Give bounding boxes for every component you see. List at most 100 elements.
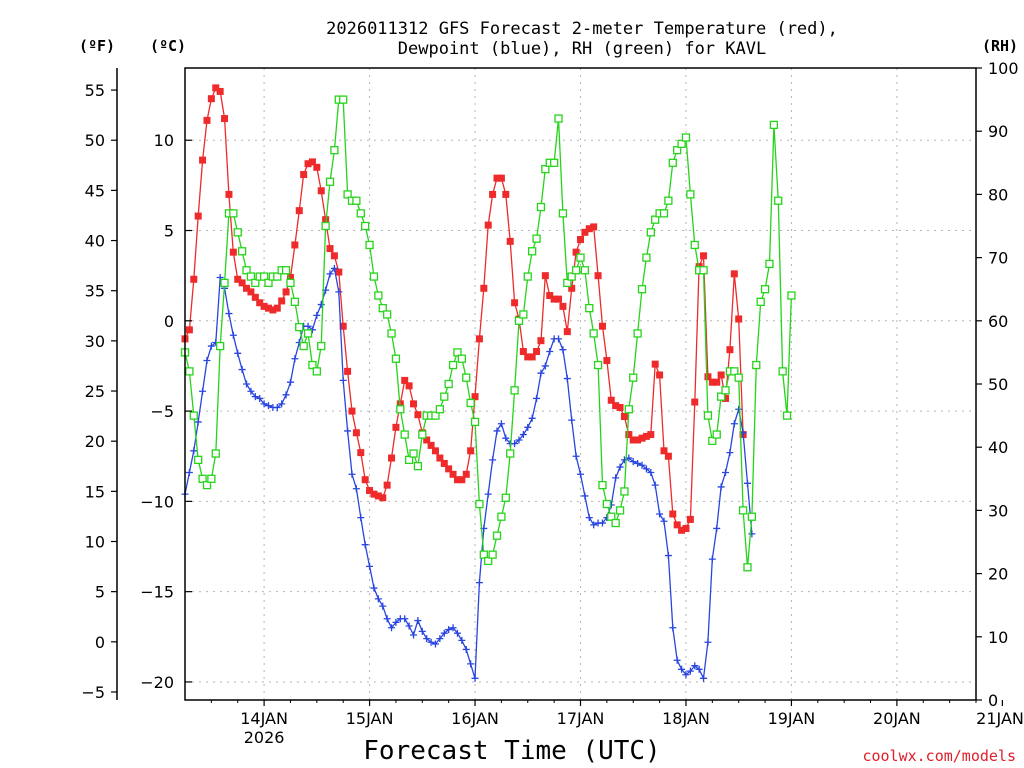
temperature-point [462,470,470,478]
dewpoint-point [185,468,193,476]
rh-point [615,506,625,515]
rh-point [673,146,682,155]
dewpoint-point [735,405,743,413]
temperature-point [427,441,435,449]
dewpoint-point [563,375,571,383]
dewpoint-point [533,394,541,402]
dewpoint-point [484,490,492,498]
dewpoint-point [199,387,207,395]
rh-point [343,190,352,199]
dewpoint-point [352,485,360,493]
time-tick-label: 19JAN [768,709,816,728]
temperature-point [533,347,541,355]
time-tick-label: 17JAN [557,709,605,728]
rh-point [198,474,207,483]
dewpoint-point [528,414,536,422]
rh-point [620,487,629,496]
dewpoint-point [449,624,457,632]
time-tick-label: 21JAN [976,709,1024,728]
rh-point [484,556,493,566]
temperature-point [278,297,286,305]
rh-point [541,164,550,174]
dewpoint-point [475,579,483,587]
temperature-point [348,407,356,415]
dewpoint-point [379,602,387,610]
rh-point [220,278,229,288]
temperature-point [568,284,576,292]
rh-point [611,518,620,528]
credit-label: coolwx.com/models [862,747,1016,765]
dewpoint-point [286,378,294,386]
rh-point [470,417,480,427]
dewpoint-point [673,656,681,664]
rh-point [479,550,488,559]
rh-series [180,95,796,572]
rh-unit-label: (RH) [982,37,1018,55]
dewpoint-point [467,660,475,668]
dewpoint-point [304,322,312,330]
dewpoint-point [335,288,343,296]
temperature-point [190,275,198,283]
rh-point [462,373,471,382]
temperature-point [405,382,413,390]
temperature-point [401,376,409,384]
dewpoint-point [313,311,321,319]
rh-tick-label: 0 [988,691,998,710]
dewpoint-point [234,349,242,357]
dewpoint-point [339,376,347,384]
rh-point [514,316,524,325]
temperature-point [366,487,374,495]
dewpoint-point [497,420,505,428]
rh-point [290,297,300,306]
dewpoint-point [577,470,584,478]
temperature-point [300,171,308,179]
dewpoint-point [748,530,756,538]
dewpoint-point [730,420,738,428]
rh-point [593,360,603,370]
fahrenheit-tick-label: 50 [85,131,105,150]
rh-point [413,462,423,471]
temperature-point [594,272,602,280]
temperature-point [559,302,567,310]
dewpoint-point [388,624,396,632]
rh-point [457,354,467,363]
fahrenheit-tick-label: 30 [85,332,105,351]
temperature-point [722,394,730,402]
dewpoint-point [436,635,444,643]
dewpoint-point [427,638,435,646]
rh-point [242,266,251,275]
rh-point [690,240,699,250]
temperature-point [484,221,492,229]
rh-point [708,436,717,446]
temperature-point [669,510,677,518]
temperature-point [572,248,580,256]
temperature-point [199,156,207,164]
temperature-point [431,447,439,455]
rh-point [778,367,787,376]
x-axis-label: Forecast Time (UTC) [363,736,660,766]
dewpoint-point [383,615,391,623]
dewpoint-point [704,638,712,646]
celsius-tick-label: −5 [150,402,174,421]
temperature-point [339,322,347,330]
dewpoint-point [515,436,523,444]
dewpoint-point [585,514,593,522]
temperature-point [634,436,642,444]
time-tick-label: 18JAN [662,709,710,728]
rh-point [216,341,225,351]
dewpoint-point [264,402,272,410]
rh-point [369,272,379,281]
temperature-point [185,326,193,334]
rh-point [563,278,572,288]
rh-point [229,209,238,218]
rh-point [712,430,721,439]
dewpoint-point [361,541,369,549]
rh-point [308,360,317,370]
dewpoint-point [634,459,642,467]
dewpoint-point [410,631,418,639]
rh-point [721,386,730,395]
rh-point [317,341,326,351]
temperature-point [581,228,589,236]
dewpoint-point [414,617,422,625]
